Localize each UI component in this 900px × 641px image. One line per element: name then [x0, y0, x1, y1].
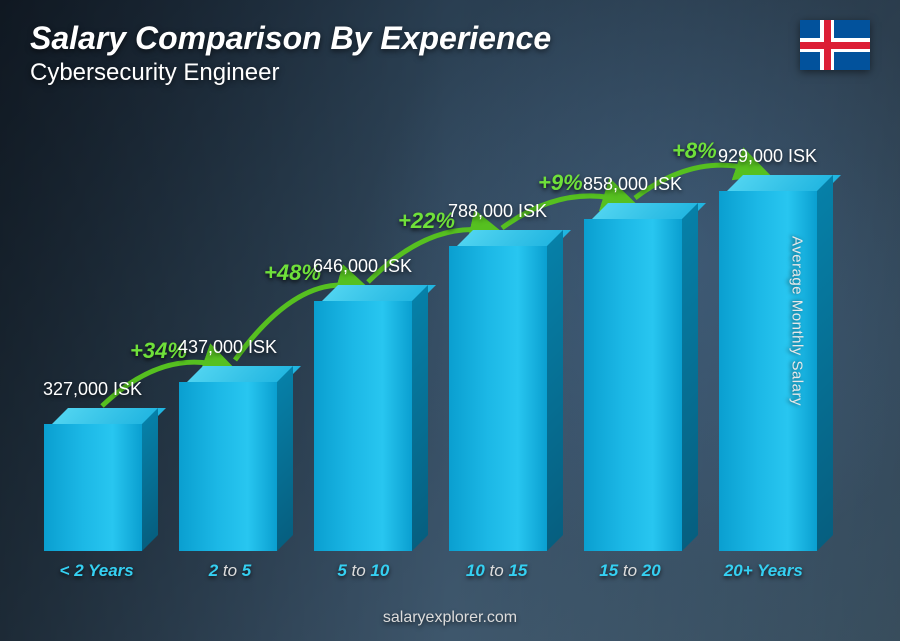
bar [314, 285, 412, 551]
infographic: Salary Comparison By Experience Cybersec… [0, 0, 900, 641]
bar-column: 858,000 ISK [570, 174, 695, 551]
bar-value-label: 327,000 ISK [43, 379, 142, 400]
page-title: Salary Comparison By Experience [30, 20, 551, 57]
header: Salary Comparison By Experience Cybersec… [30, 20, 870, 87]
x-axis-label: < 2 Years [30, 561, 163, 581]
bar-column: 437,000 ISK [165, 337, 290, 551]
x-axis-label: 10 to 15 [430, 561, 563, 581]
bar-value-label: 858,000 ISK [583, 174, 682, 195]
bar [179, 366, 277, 551]
bar-column: 327,000 ISK [30, 379, 155, 551]
x-axis-label: 20+ Years [697, 561, 830, 581]
bar-chart: +34% +48% +22% +9% +8% 327,000 ISK437,00… [30, 110, 830, 581]
iceland-flag-icon [800, 20, 870, 70]
bar-column: 788,000 ISK [435, 201, 560, 551]
y-axis-label: Average Monthly Salary [789, 236, 806, 406]
bar-column: 929,000 ISK [705, 146, 830, 551]
bar-value-label: 788,000 ISK [448, 201, 547, 222]
x-axis-label: 2 to 5 [163, 561, 296, 581]
x-axis-label: 5 to 10 [297, 561, 430, 581]
x-axis-label: 15 to 20 [563, 561, 696, 581]
page-subtitle: Cybersecurity Engineer [30, 59, 551, 87]
footer-site: salaryexplorer.com [0, 609, 900, 627]
bar [449, 230, 547, 551]
bars-container: 327,000 ISK 437,000 ISK 646,000 ISK 788,000… [30, 110, 830, 551]
bar-value-label: 437,000 ISK [178, 337, 277, 358]
bar [44, 408, 142, 551]
x-axis: < 2 Years2 to 55 to 1010 to 1515 to 2020… [30, 561, 830, 581]
bar [584, 203, 682, 551]
bar-value-label: 646,000 ISK [313, 256, 412, 277]
bar-column: 646,000 ISK [300, 256, 425, 551]
bar-value-label: 929,000 ISK [718, 146, 817, 167]
